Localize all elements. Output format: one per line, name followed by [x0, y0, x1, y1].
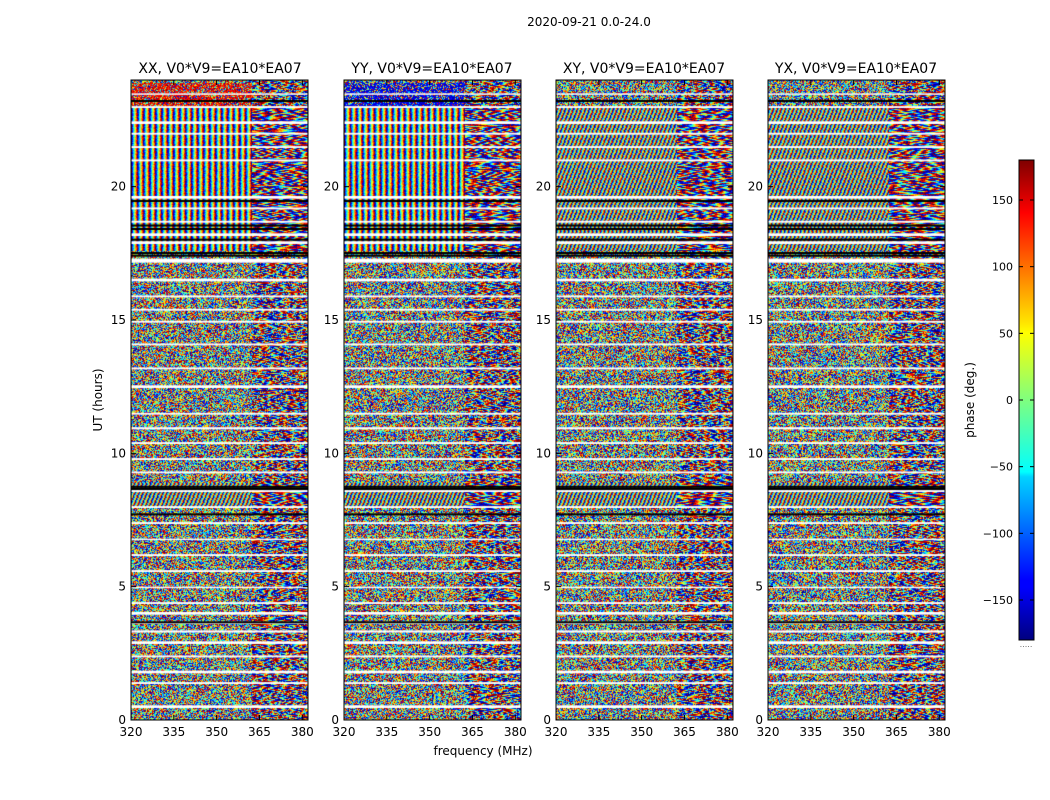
x-tick-label: 335	[375, 725, 398, 739]
axes-frame	[555, 79, 734, 721]
x-tick-label: 365	[885, 725, 908, 739]
heatmap-yx	[768, 80, 945, 720]
y-tick-label: 20	[748, 180, 763, 194]
heatmap-image	[768, 80, 945, 720]
heatmap-image	[131, 80, 308, 720]
colorbar-tick-label: 0	[1006, 394, 1013, 407]
x-tick-label: 365	[673, 725, 696, 739]
x-tick-label: 335	[162, 725, 185, 739]
x-tick-label: 380	[504, 725, 527, 739]
y-tick-label: 10	[324, 446, 339, 460]
x-axis-label: frequency (MHz)	[433, 744, 532, 758]
heatmap-xy	[556, 80, 733, 720]
panel-title-yy: YY, V0*V9=EA10*EA07	[350, 61, 512, 77]
x-tick-label: 380	[291, 725, 314, 739]
heatmap-yy	[344, 80, 521, 720]
x-tick-label: 350	[842, 725, 865, 739]
x-tick-label: 350	[418, 725, 441, 739]
x-tick-label: 380	[928, 725, 951, 739]
x-tick-label: 350	[630, 725, 653, 739]
colorbar-tick-label: −100	[983, 527, 1013, 540]
y-tick-label: 20	[536, 180, 551, 194]
panel-yy: YY, V0*V9=EA10*EA07 320 335 350 365 380 0 5 10 1…	[324, 61, 527, 739]
heatmap-xx	[131, 80, 308, 720]
colorbar-tick-label: −150	[983, 594, 1013, 607]
heatmap-image	[556, 80, 733, 720]
y-tick-label: 0	[331, 713, 339, 727]
panel-title-yx: YX, V0*V9=EA10*EA07	[774, 61, 937, 77]
panel-xy: XY, V0*V9=EA10*EA07 320 335 350 365 380 0 5 10 1…	[536, 61, 739, 739]
x-tick-label: 320	[757, 725, 780, 739]
y-tick-label: 15	[536, 313, 551, 327]
y-tick-label: 5	[331, 580, 339, 594]
y-tick-label: 15	[111, 313, 126, 327]
y-tick-label: 15	[324, 313, 339, 327]
panel-yx: YX, V0*V9=EA10*EA07 320 335 350 365 380 0 5 10 1…	[748, 61, 951, 739]
y-tick-label: 10	[111, 446, 126, 460]
colorbar-extra-label: .....	[1020, 640, 1033, 649]
y-tick-label: 10	[748, 446, 763, 460]
colorbar-tick-label: 100	[992, 261, 1013, 274]
axes-yy: 320 335 350 365 380 0 5 10 15 20	[324, 79, 527, 739]
y-tick-label: 5	[543, 580, 551, 594]
colorbar-tick-label: 50	[999, 327, 1013, 340]
x-tick-label: 320	[545, 725, 568, 739]
panel-title-xx: XX, V0*V9=EA10*EA07	[138, 61, 301, 77]
x-tick-label: 335	[799, 725, 822, 739]
y-tick-label: 0	[543, 713, 551, 727]
x-tick-label: 365	[248, 725, 271, 739]
axes-frame	[343, 79, 522, 721]
x-tick-label: 365	[461, 725, 484, 739]
axes-xx: 320 335 350 365 380 0 5 10 15 20	[111, 79, 314, 739]
axes-frame	[130, 79, 309, 721]
colorbar-tick-label: 150	[992, 194, 1013, 207]
y-tick-label: 5	[118, 580, 126, 594]
x-tick-label: 320	[333, 725, 356, 739]
y-tick-label: 15	[748, 313, 763, 327]
axes-yx: 320 335 350 365 380 0 5 10 15 20	[748, 79, 951, 739]
x-tick-label: 350	[205, 725, 228, 739]
panel-xx: XX, V0*V9=EA10*EA07 320 335 350 365 380 0 5 10 1…	[111, 61, 314, 739]
panel-title-xy: XY, V0*V9=EA10*EA07	[563, 61, 725, 77]
y-tick-label: 0	[118, 713, 126, 727]
x-tick-label: 380	[716, 725, 739, 739]
y-tick-label: 0	[755, 713, 763, 727]
axes-xy: 320 335 350 365 380 0 5 10 15 20	[536, 79, 739, 739]
colorbar-tick-label: −50	[990, 461, 1013, 474]
y-tick-label: 20	[324, 180, 339, 194]
y-tick-label: 10	[536, 446, 551, 460]
y-tick-label: 20	[111, 180, 126, 194]
axes-frame	[767, 79, 946, 721]
x-tick-label: 335	[587, 725, 610, 739]
colorbar-ticks: 150 100 50 0 −50 −100 −150	[983, 194, 1034, 607]
x-tick-label: 320	[120, 725, 143, 739]
colorbar: 150 100 50 0 −50 −100 −150 phase (deg.) .....	[963, 159, 1035, 649]
figure-title: 2020-09-21 0.0-24.0	[527, 15, 651, 29]
heatmap-image	[344, 80, 521, 720]
colorbar-label: phase (deg.)	[963, 362, 977, 438]
y-axis-label: UT (hours)	[91, 368, 105, 431]
y-tick-label: 5	[755, 580, 763, 594]
